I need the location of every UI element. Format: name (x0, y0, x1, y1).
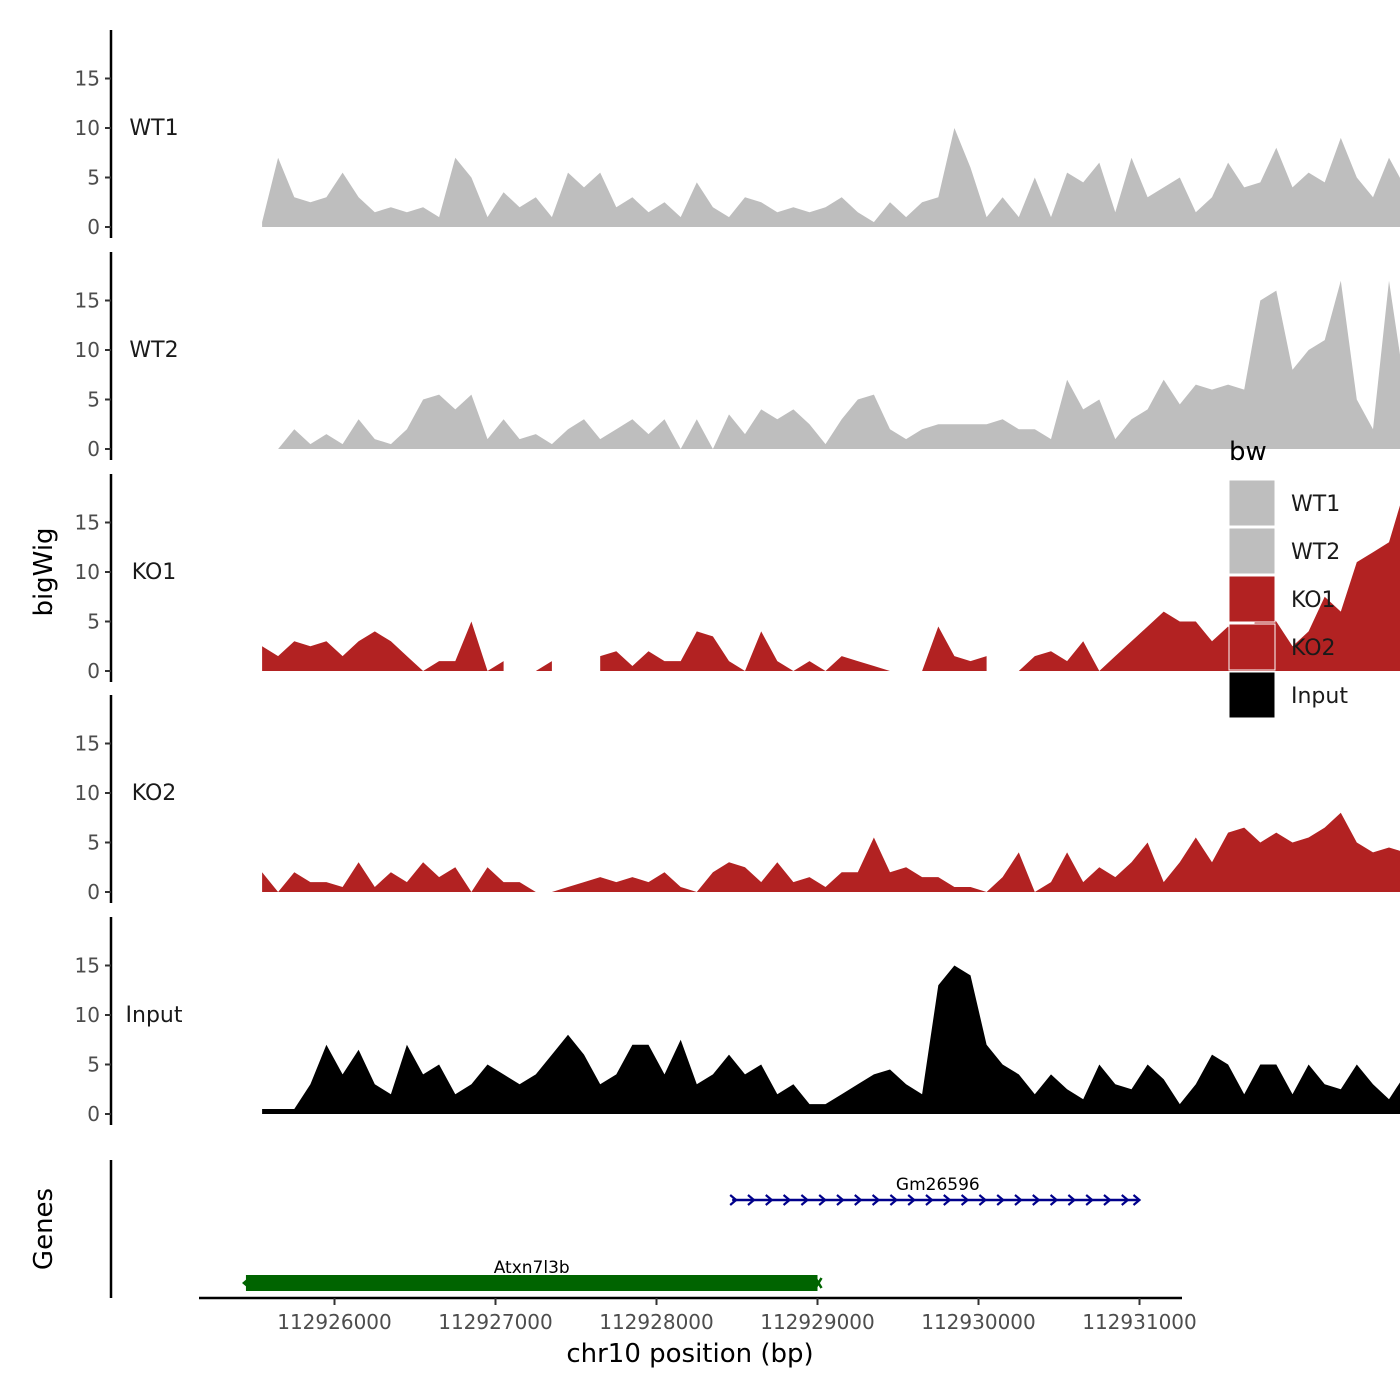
y-tick-label: 0 (87, 1102, 100, 1126)
legend-label: KO1 (1291, 588, 1336, 613)
y-tick-label: 5 (87, 610, 100, 634)
strand-arrow (1014, 1194, 1023, 1206)
y-tick-label: 0 (87, 880, 100, 904)
y-tick-label: 5 (87, 831, 100, 855)
y-tick-label: 15 (75, 511, 100, 535)
y-tick-label: 0 (87, 215, 100, 239)
y-tick-label: 15 (75, 732, 100, 756)
gene-body (245, 1275, 818, 1291)
gene-gm26596: Gm26596 (729, 1175, 1142, 1206)
y-tick-label: 15 (75, 289, 100, 313)
track-ko1: 0 5 10 15 KO1 (75, 474, 1400, 683)
signal-area-wt1 (262, 128, 1400, 227)
legend-item-wt2: WT2 (1228, 527, 1340, 575)
legend-swatch (1228, 527, 1276, 575)
genes-axis-title: Genes (29, 1188, 59, 1270)
signal-area-wt2 (278, 280, 1400, 449)
strand-arrow (960, 1194, 970, 1206)
legend-item-wt1: WT1 (1228, 479, 1340, 527)
strand-arrow (996, 1194, 1005, 1206)
legend-item-ko2: KO2 (1228, 623, 1336, 671)
track-label: WT2 (129, 338, 178, 363)
legend-swatch (1228, 671, 1276, 719)
strand-arrow (836, 1194, 845, 1206)
strand-arrow (800, 1194, 810, 1206)
genes-panel: Genes Gm26596 Atxn7l3b (29, 1160, 1142, 1298)
legend-label: WT1 (1291, 492, 1340, 517)
x-tick-label: 112931000 (1082, 1310, 1197, 1334)
x-tick-label: 112929000 (760, 1310, 875, 1334)
track-label: Input (126, 1003, 183, 1028)
legend-label: WT2 (1291, 540, 1340, 565)
strand-arrow (765, 1194, 774, 1206)
strand-arrow (1132, 1194, 1142, 1206)
track-label: KO2 (132, 781, 177, 806)
x-tick-label: 112927000 (438, 1310, 553, 1334)
strand-arrow (1103, 1194, 1112, 1206)
x-tick-label: 112926000 (277, 1310, 392, 1334)
strand-arrow (978, 1194, 988, 1206)
strand-arrow (871, 1194, 881, 1206)
strand-arrow (818, 1194, 827, 1206)
strand-arrow (1085, 1194, 1094, 1206)
strand-arrow (943, 1194, 952, 1206)
bigwig-tracks: 0 5 10 15 WT1 0 5 10 15 WT2 0 5 10 15 KO1 0 5 10 15 KO2 0 5 10… (75, 30, 1400, 1126)
y-tick-label: 0 (87, 659, 100, 683)
track-label: KO1 (132, 560, 177, 585)
y-tick-label: 5 (87, 1053, 100, 1077)
x-axis-title: chr10 position (bp) (566, 1339, 813, 1369)
strand-arrow (782, 1194, 792, 1206)
x-axis: 112926000 112927000 112928000 112929000 1129… (199, 1296, 1197, 1369)
track-ko2: 0 5 10 15 KO2 (75, 695, 1400, 904)
legend-swatch (1228, 479, 1276, 527)
gene-end-mark (814, 1277, 823, 1289)
x-tick-label: 112930000 (921, 1310, 1036, 1334)
signal-area-ko1 (262, 505, 1400, 671)
gene-atxn7l3b: Atxn7l3b (241, 1258, 823, 1291)
y-tick-label: 10 (75, 1003, 100, 1027)
strand-arrow (241, 1277, 251, 1289)
track-wt1: 0 5 10 15 WT1 (75, 30, 1400, 239)
legend-label: KO2 (1291, 636, 1336, 661)
y-tick-label: 15 (75, 67, 100, 91)
strand-arrow (889, 1194, 899, 1206)
strand-arrow (854, 1194, 863, 1206)
strand-arrow (925, 1194, 934, 1206)
legend-item-input: Input (1228, 671, 1348, 719)
strand-arrow (1067, 1194, 1077, 1206)
y-axis-title: bigWig (29, 527, 59, 616)
strand-arrow (1032, 1194, 1041, 1206)
y-tick-label: 10 (75, 116, 100, 140)
x-tick-label: 112928000 (599, 1310, 714, 1334)
signal-area-input (262, 965, 1400, 1114)
track-input: 0 5 10 15 Input (75, 917, 1400, 1126)
legend-item-ko1: KO1 (1228, 575, 1336, 623)
y-tick-label: 5 (87, 166, 100, 190)
strand-arrow (1121, 1194, 1130, 1206)
gene-label: Atxn7l3b (494, 1258, 570, 1278)
track-label: WT1 (129, 116, 178, 141)
strand-arrow (1049, 1194, 1059, 1206)
y-tick-label: 0 (87, 437, 100, 461)
legend-title: bw (1229, 437, 1267, 467)
strand-arrow (907, 1194, 916, 1206)
y-tick-label: 5 (87, 388, 100, 412)
strand-arrow (729, 1194, 738, 1206)
legend-swatch (1228, 575, 1276, 623)
legend-label: Input (1291, 684, 1348, 709)
legend-swatch (1228, 623, 1276, 671)
legend: bw WT1 WT2 KO1 KO2 Input (1228, 437, 1348, 719)
strand-arrow (747, 1194, 756, 1206)
gene-label: Gm26596 (896, 1175, 980, 1195)
y-tick-label: 10 (75, 560, 100, 584)
signal-area-ko2 (262, 812, 1400, 892)
y-tick-label: 10 (75, 781, 100, 805)
track-wt2: 0 5 10 15 WT2 (75, 252, 1400, 461)
y-tick-label: 10 (75, 338, 100, 362)
y-tick-label: 15 (75, 954, 100, 978)
